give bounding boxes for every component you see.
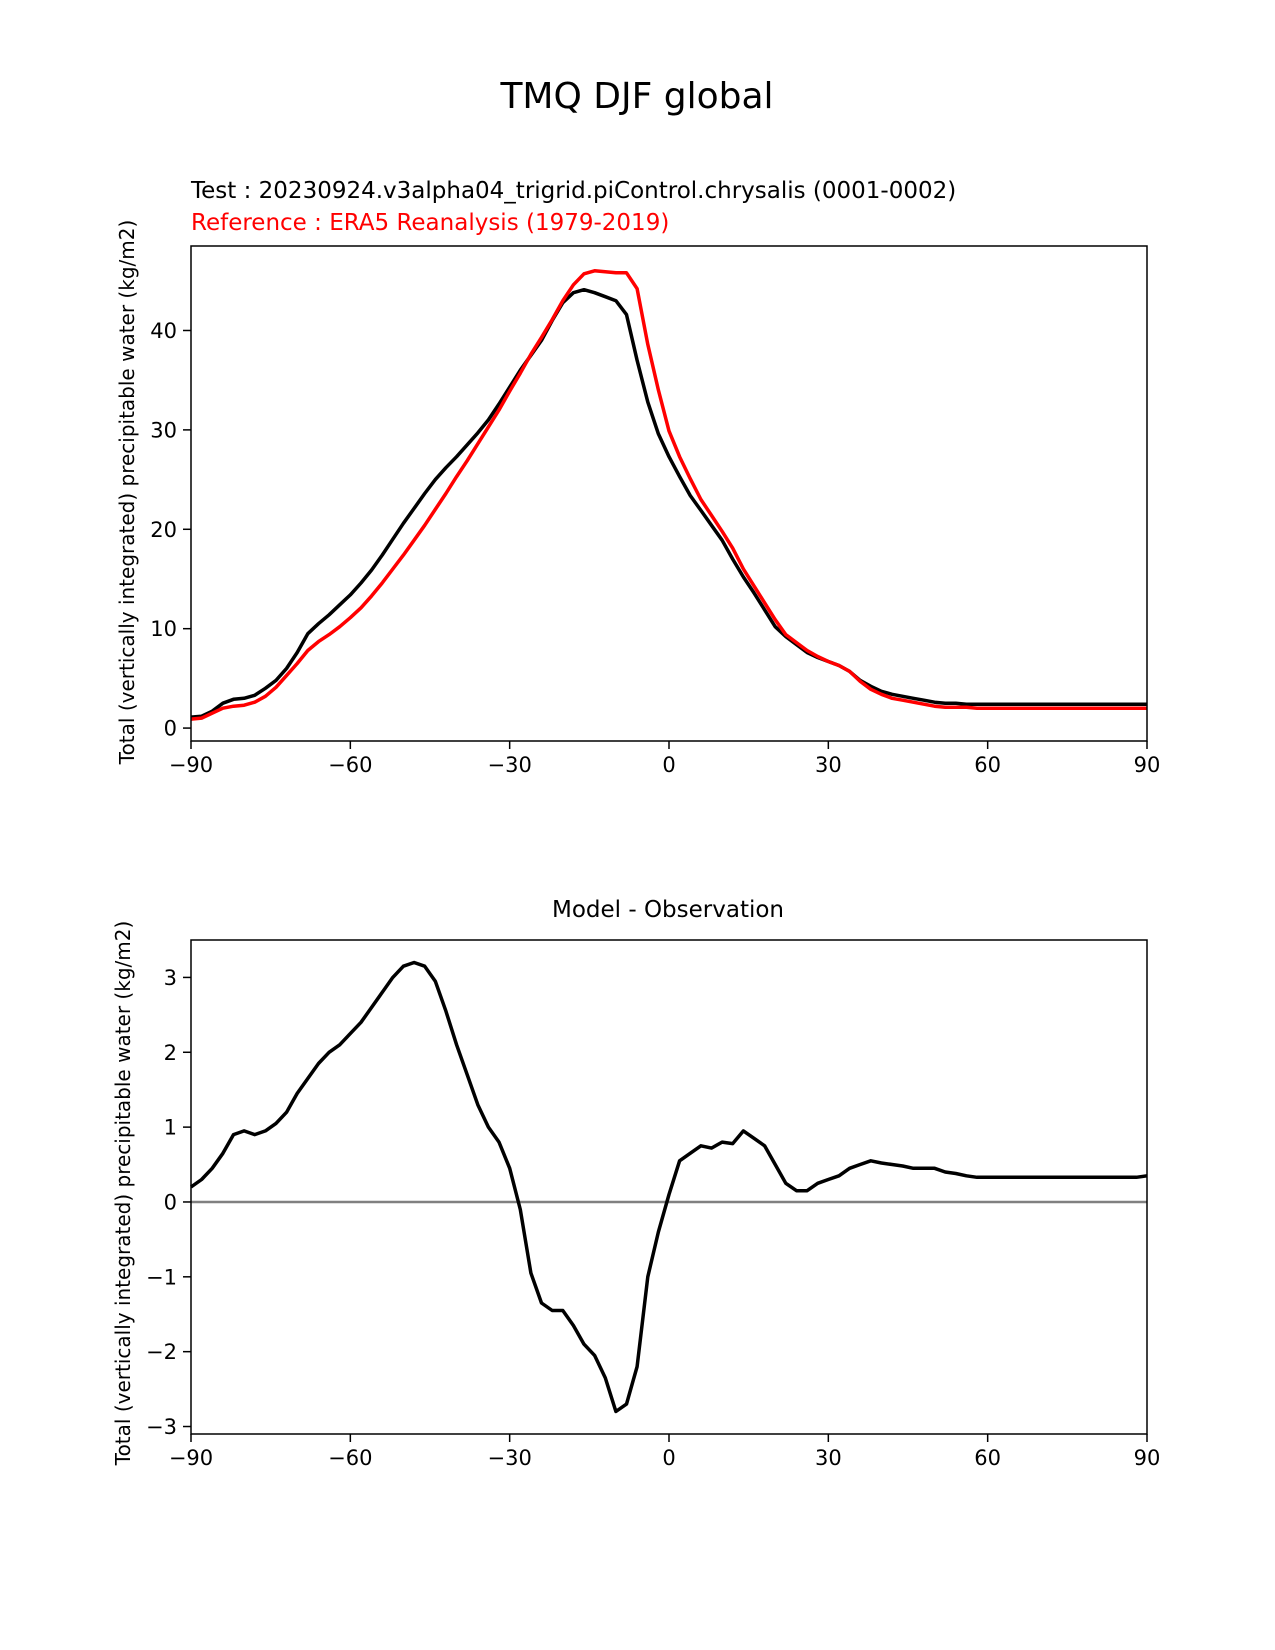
bottom-series-0-line (189, 960, 1148, 1414)
top-series-0-line (190, 287, 1147, 719)
bottom-xtick-label: −30 (488, 1446, 532, 1470)
bottom-xtick-label: 60 (974, 1446, 1001, 1470)
bottom-axes-frame (190, 939, 1148, 1435)
bottom-ytick-label: −2 (146, 1340, 177, 1364)
plot-top: −90 −60 −30 0 30 60 90 0 10 20 30 40 (150, 245, 1161, 777)
figure-title: TMQ DJF global (499, 76, 773, 117)
bottom-ytick-label: −1 (146, 1265, 177, 1289)
bottom-xtick-label: 90 (1134, 1446, 1161, 1470)
bottom-xtick-label: 0 (662, 1446, 675, 1470)
top-xtick-label: −60 (328, 753, 372, 777)
top-reference-title: Reference : ERA5 Reanalysis (1979-2019) (191, 210, 669, 236)
bottom-ytick-label: 1 (164, 1116, 177, 1140)
bottom-ytick-label: 2 (164, 1041, 177, 1065)
top-xtick-label: −90 (169, 753, 213, 777)
top-xtick-label: 90 (1134, 753, 1161, 777)
top-ytick-label: 0 (164, 717, 177, 741)
top-xtick-label: 30 (815, 753, 842, 777)
bottom-title: Model - Observation (552, 897, 784, 923)
bottom-ytick-label: −3 (146, 1415, 177, 1439)
bottom-ytick-label: 0 (164, 1190, 177, 1214)
top-ytick-label: 20 (150, 518, 177, 542)
top-xtick-label: 60 (974, 753, 1001, 777)
top-ylabel: Total (vertically integrated) precipitab… (115, 220, 139, 766)
bottom-xtick-label: −90 (169, 1446, 213, 1470)
top-test-title: Test : 20230924.v3alpha04_trigrid.piCont… (190, 178, 956, 204)
bottom-ytick-label: 3 (164, 966, 177, 990)
top-xtick-label: 0 (662, 753, 675, 777)
plot-bottom: −90 −60 −30 0 30 60 90 −3 −2 −1 0 1 2 3 (146, 939, 1161, 1470)
bottom-ylabel: Total (vertically integrated) precipitab… (111, 921, 135, 1467)
top-series-1-line (190, 269, 1147, 721)
top-ytick-label: 40 (150, 319, 177, 343)
top-ytick-label: 10 (150, 617, 177, 641)
bottom-xtick-label: −60 (328, 1446, 372, 1470)
top-xtick-label: −30 (488, 753, 532, 777)
top-axes-frame (190, 245, 1148, 742)
top-ytick-label: 30 (150, 418, 177, 442)
bottom-xtick-label: 30 (815, 1446, 842, 1470)
